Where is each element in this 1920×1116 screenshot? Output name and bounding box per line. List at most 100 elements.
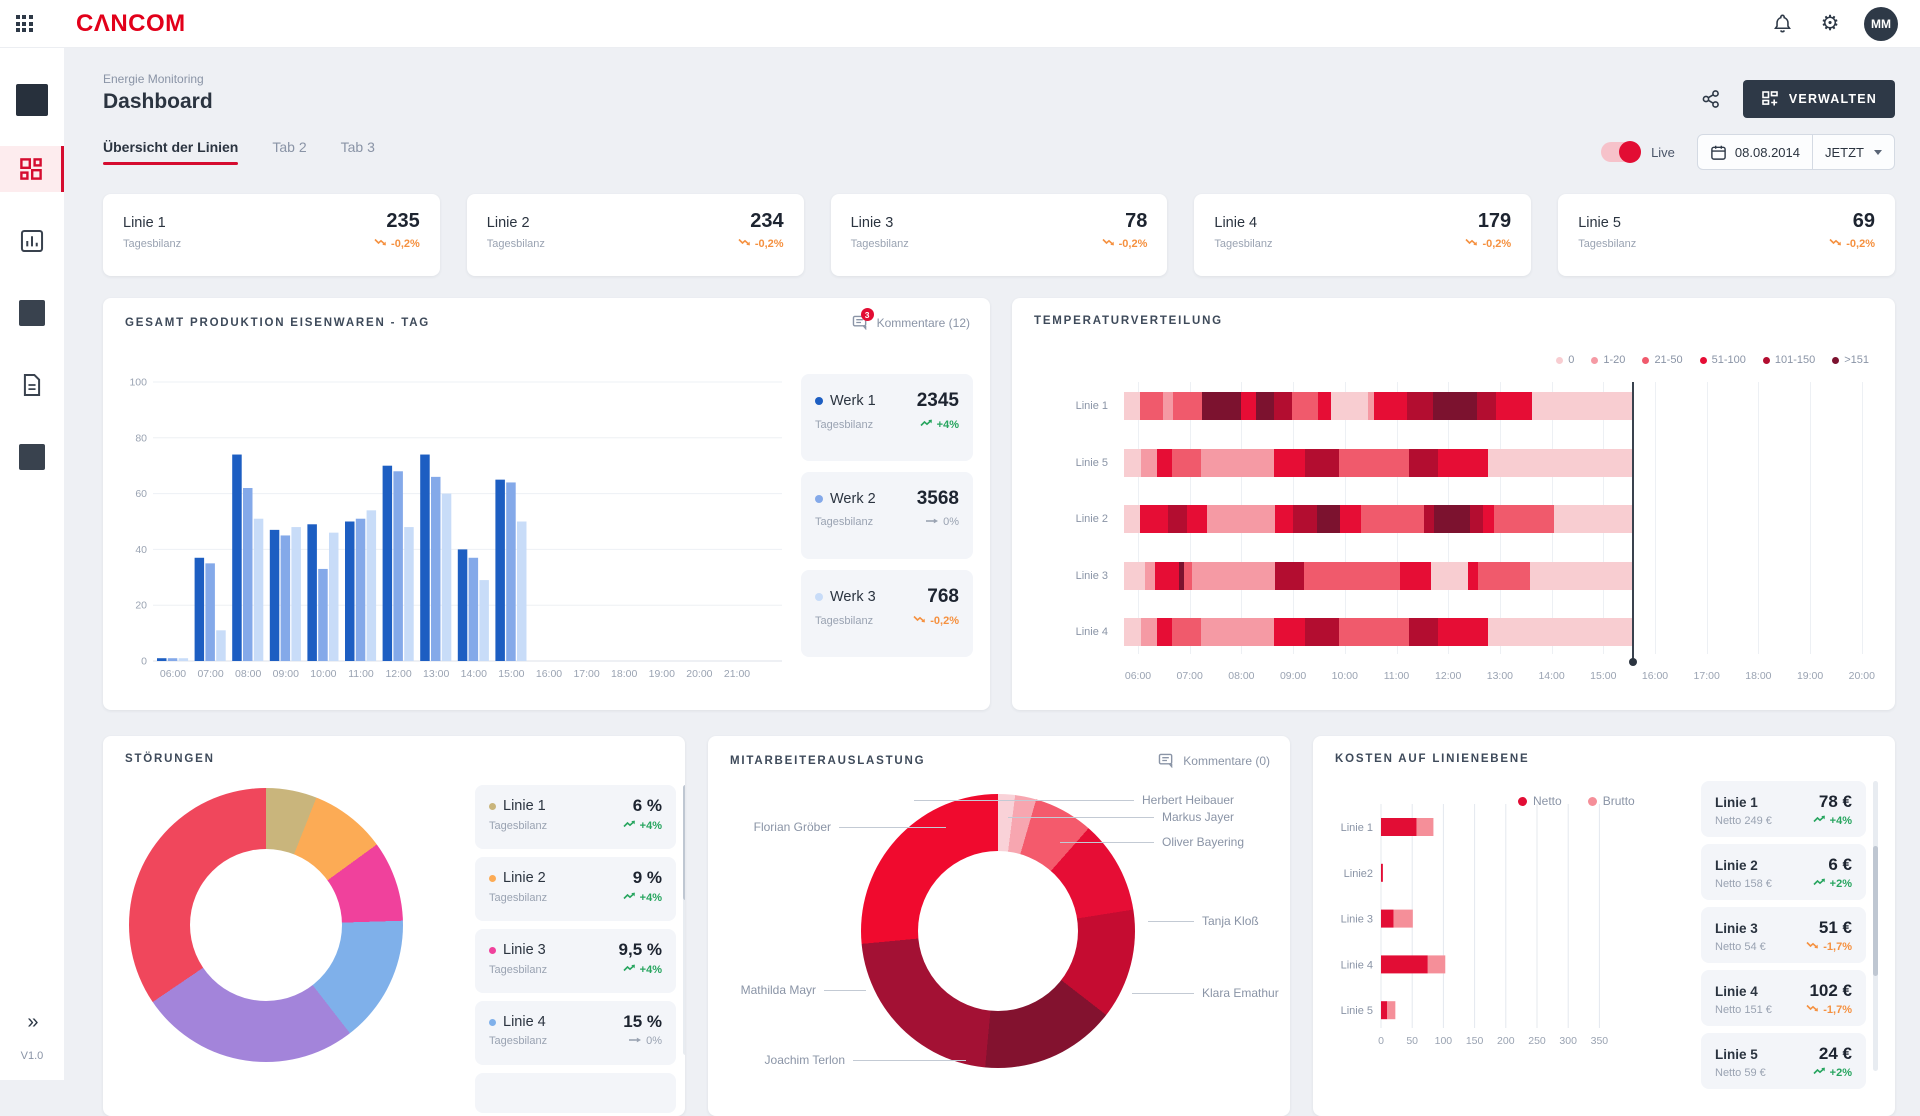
share-icon	[1701, 89, 1721, 109]
stoerungen-scroll-thumb[interactable]	[683, 785, 685, 900]
apps-menu-button[interactable]	[0, 0, 48, 48]
svg-text:Linie2: Linie2	[1344, 868, 1373, 880]
user-avatar[interactable]: MM	[1864, 7, 1898, 41]
stoerungen-list-item: Linie 4 15 % Tagesbilanz 0%	[475, 1001, 676, 1065]
live-toggle[interactable]	[1601, 142, 1641, 162]
heatmap-segment	[1331, 392, 1367, 420]
heatmap-segment	[1292, 392, 1318, 420]
item-subtitle: Netto 151 €	[1715, 1004, 1772, 1016]
heatmap-axis-label: 12:00	[1435, 670, 1461, 682]
svg-text:20: 20	[135, 600, 147, 612]
tab-uebersicht-der-linien[interactable]: Übersicht der Linien	[103, 139, 238, 165]
kpi-label: Linie 1	[123, 215, 166, 231]
sidebar-item-reports[interactable]	[0, 362, 64, 408]
heatmap-segment	[1207, 505, 1275, 533]
notifications-button[interactable]	[1768, 10, 1796, 38]
heatmap-segment	[1140, 505, 1169, 533]
kpi-subtitle: Tagesbilanz	[1214, 238, 1272, 250]
item-value: 102 €	[1809, 981, 1852, 1001]
werk-label: Werk 2	[830, 491, 876, 507]
trend-up-icon	[1813, 877, 1826, 890]
item-label: Linie 4	[1715, 984, 1758, 999]
panel-title: TEMPERATURVERTEILUNG	[1034, 315, 1223, 327]
settings-button[interactable]: ⚙	[1816, 10, 1844, 38]
date-picker[interactable]: 08.08.2014	[1698, 135, 1812, 169]
toggle-knob	[1619, 141, 1641, 163]
sidebar-expand-button[interactable]: »	[21, 1011, 44, 1034]
donut-slice-label: Oliver Bayering	[1162, 835, 1244, 849]
heatmap-segment	[1201, 618, 1274, 646]
heatmap-segment	[1155, 562, 1178, 590]
svg-text:100: 100	[1435, 1035, 1453, 1047]
kpi-card: Linie 5 69 Tagesbilanz -0,2%	[1558, 194, 1895, 276]
trend-indicator: +4%	[920, 418, 959, 431]
svg-text:11:00: 11:00	[348, 668, 374, 680]
svg-text:Linie 3: Linie 3	[1341, 914, 1373, 926]
heatmap-segment	[1554, 505, 1632, 533]
donut-slice-label: Florian Gröber	[754, 820, 831, 834]
sidebar-item-module-3[interactable]	[0, 290, 64, 336]
heatmap-segment	[1433, 392, 1477, 420]
item-value: 6 %	[633, 796, 662, 816]
tab-3[interactable]: Tab 3	[341, 139, 375, 165]
current-time-marker[interactable]	[1632, 382, 1634, 662]
heatmap-axis-label: 09:00	[1280, 670, 1306, 682]
share-button[interactable]	[1697, 85, 1725, 113]
heatmap-segment	[1241, 392, 1257, 420]
trend-up-icon	[623, 891, 636, 904]
app-version: V1.0	[21, 1050, 44, 1062]
legend-label: 21-50	[1654, 354, 1682, 366]
bar-chart-icon	[19, 228, 45, 254]
sidebar-item-dashboard[interactable]	[0, 146, 64, 192]
panel-temperaturverteilung: TEMPERATURVERTEILUNG 0 1-20 21-50 51-100…	[1012, 298, 1895, 710]
heatmap-row-bar	[1124, 392, 1632, 420]
mitarbeiter-donut-chart	[861, 794, 1135, 1068]
kpi-card: Linie 3 78 Tagesbilanz -0,2%	[831, 194, 1168, 276]
date-value: 08.08.2014	[1735, 145, 1800, 160]
heatmap-segment	[1124, 505, 1140, 533]
heatmap-segment	[1361, 505, 1424, 533]
svg-text:Linie 1: Linie 1	[1341, 822, 1373, 834]
tab-2[interactable]: Tab 2	[272, 139, 306, 165]
trend-up-icon	[920, 418, 933, 431]
svg-text:80: 80	[135, 432, 147, 444]
item-label: Linie 1	[503, 798, 546, 814]
kpi-label: Linie 2	[487, 215, 530, 231]
trend-indicator: -0,2%	[1102, 237, 1148, 250]
kosten-scroll-thumb[interactable]	[1873, 846, 1878, 976]
item-subtitle: Tagesbilanz	[489, 892, 547, 904]
heatmap-segment	[1293, 505, 1316, 533]
cancom-logo: CΛNCOM	[76, 10, 186, 38]
sidebar-item-module-5[interactable]	[0, 434, 64, 480]
heatmap-segment	[1275, 505, 1293, 533]
series-color-dot	[489, 875, 496, 882]
manage-button[interactable]: VERWALTEN	[1743, 80, 1895, 118]
comments-button[interactable]: 3 Kommentare (12)	[852, 315, 970, 330]
kpi-value: 179	[1478, 210, 1511, 233]
trend-indicator: +4%	[623, 963, 662, 976]
heatmap-segment	[1145, 562, 1155, 590]
trend-indicator: +4%	[1813, 814, 1852, 827]
series-color-dot	[489, 1019, 496, 1026]
trend-up-icon	[1813, 1066, 1826, 1079]
series-color-dot	[815, 593, 823, 601]
legend-label: 51-100	[1712, 354, 1746, 366]
comments-button[interactable]: Kommentare (0)	[1158, 753, 1270, 768]
werk-value: 3568	[917, 488, 959, 510]
heatmap-segment	[1172, 449, 1201, 477]
trend-down-icon	[1465, 237, 1478, 250]
sidebar-item-charts[interactable]	[0, 218, 64, 264]
legend-color-dot	[1591, 357, 1598, 364]
heatmap-segment	[1124, 392, 1140, 420]
panel-title: KOSTEN AUF LINIENEBENE	[1335, 753, 1529, 765]
kpi-subtitle: Tagesbilanz	[487, 238, 545, 250]
item-label: Linie 1	[1715, 795, 1758, 810]
time-mode-dropdown[interactable]: JETZT	[1812, 135, 1894, 169]
legend-item: 101-150	[1763, 354, 1815, 366]
kpi-value: 235	[386, 210, 419, 233]
werk-label: Werk 3	[830, 589, 876, 605]
heatmap-axis-label: 10:00	[1332, 670, 1358, 682]
werk-card: Werk 1 2345 Tagesbilanz +4%	[801, 374, 973, 461]
trend-down-icon	[1806, 1003, 1819, 1016]
